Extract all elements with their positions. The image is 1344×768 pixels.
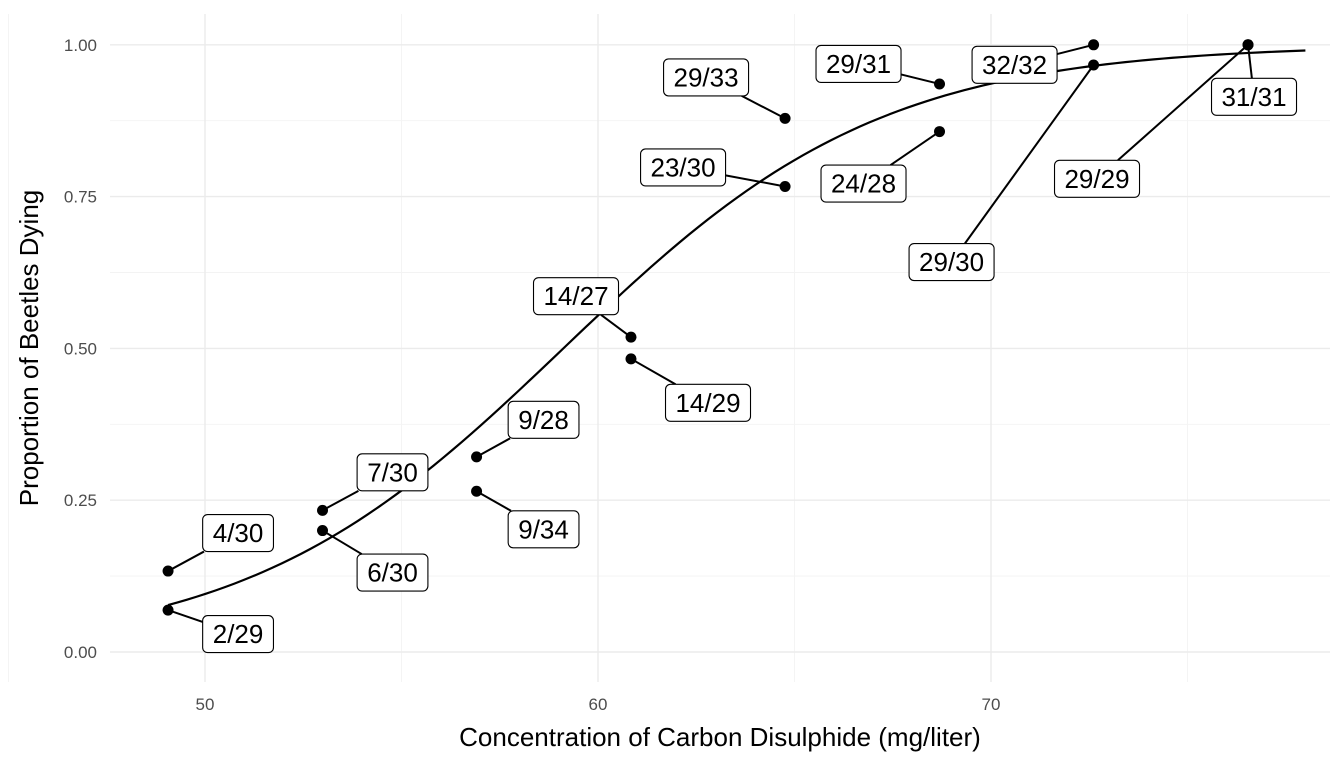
point-label: 29/29 <box>1064 164 1129 194</box>
y-axis-tick-labels: 0.00 0.25 0.50 0.75 1.00 <box>64 36 97 662</box>
label-leader-line <box>1117 44 1249 162</box>
label-leader-line <box>1056 43 1094 56</box>
x-tick-label: 70 <box>982 695 1001 714</box>
x-tick-label: 60 <box>589 695 608 714</box>
point-label: 29/33 <box>674 62 739 92</box>
label-leader-line <box>741 95 786 120</box>
label-leader-line <box>725 174 786 188</box>
point-label-box <box>202 514 275 553</box>
point-label: 24/28 <box>831 169 896 199</box>
y-tick-label: 0.25 <box>64 491 97 510</box>
data-points <box>162 39 1254 616</box>
x-axis-title: Concentration of Carbon Disulphide (mg/l… <box>459 722 981 752</box>
point-label-box <box>1053 159 1141 198</box>
y-tick-label: 0.00 <box>64 643 97 662</box>
label-leader-line <box>630 357 677 386</box>
data-point <box>471 451 483 463</box>
point-label-box <box>507 400 580 439</box>
point-label: 9/28 <box>518 405 569 435</box>
point-label: 4/30 <box>213 518 264 548</box>
fitted-logistic-curve <box>167 49 1306 607</box>
y-tick-label: 0.75 <box>64 188 97 207</box>
data-point <box>779 112 791 124</box>
label-leader-line <box>600 313 632 338</box>
data-point <box>162 604 174 616</box>
data-point <box>625 331 637 343</box>
point-label: 31/31 <box>1221 82 1286 112</box>
label-leader-line <box>1247 44 1253 79</box>
point-label: 32/32 <box>982 50 1047 80</box>
point-label-box <box>532 277 620 316</box>
point-label: 29/30 <box>919 247 984 277</box>
label-leader-line <box>900 73 940 85</box>
x-axis-tick-labels: 50 60 70 <box>196 695 1001 714</box>
point-label-box <box>356 553 429 592</box>
point-label-box <box>908 242 995 282</box>
label-leader-line <box>167 550 205 572</box>
data-point <box>317 504 329 516</box>
data-point <box>779 180 791 192</box>
point-label-box <box>971 45 1058 84</box>
label-leader-lines <box>167 43 1253 623</box>
x-tick-label: 50 <box>196 695 215 714</box>
point-label-box <box>356 453 429 492</box>
point-label-box <box>507 510 580 549</box>
label-leader-line <box>476 490 512 512</box>
y-tick-label: 1.00 <box>64 36 97 55</box>
data-point <box>934 78 946 90</box>
point-label-box <box>202 615 275 654</box>
y-axis-title: Proportion of Beetles Dying <box>14 190 44 507</box>
label-leader-line <box>964 64 1095 245</box>
point-label-box <box>1210 77 1298 116</box>
point-label-box <box>663 58 750 97</box>
point-label: 29/31 <box>826 49 891 79</box>
label-leader-line <box>476 437 511 458</box>
point-label: 23/30 <box>651 152 716 182</box>
data-point <box>1242 39 1254 51</box>
point-label-box <box>664 383 752 422</box>
label-leader-line <box>322 489 359 512</box>
point-labels: 4/30 2/29 7/30 6/30 9/28 9/34 14/27 14/29 29/33 2… <box>202 44 1298 654</box>
data-point <box>317 525 329 537</box>
label-leader-line <box>167 609 203 623</box>
point-label: 9/34 <box>518 514 569 544</box>
grid-lines <box>8 14 1330 682</box>
point-label-box <box>815 44 902 84</box>
data-point <box>162 565 174 577</box>
data-point <box>1088 59 1100 71</box>
point-label: 14/29 <box>675 388 740 418</box>
point-label: 7/30 <box>367 457 418 487</box>
point-label-box <box>820 164 907 203</box>
label-leader-line <box>321 529 363 555</box>
data-point <box>471 485 483 497</box>
point-label: 14/27 <box>543 281 608 311</box>
data-point <box>934 126 946 138</box>
label-leader-line <box>889 130 941 166</box>
point-label: 2/29 <box>213 619 264 649</box>
point-label: 6/30 <box>367 558 418 588</box>
y-tick-label: 0.50 <box>64 339 97 358</box>
point-label-box <box>640 148 727 187</box>
data-point <box>625 353 637 365</box>
data-point <box>1088 39 1100 51</box>
